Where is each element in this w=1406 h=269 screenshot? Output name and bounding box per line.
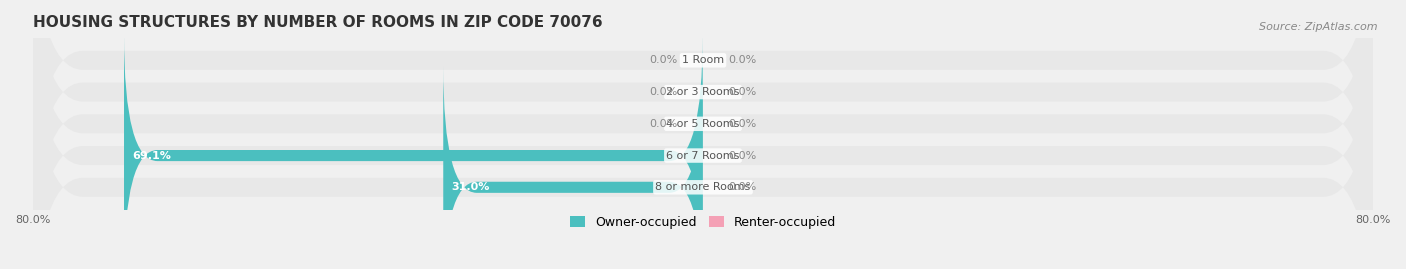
Text: HOUSING STRUCTURES BY NUMBER OF ROOMS IN ZIP CODE 70076: HOUSING STRUCTURES BY NUMBER OF ROOMS IN… — [32, 15, 602, 30]
Text: 0.0%: 0.0% — [650, 87, 678, 97]
Text: 0.0%: 0.0% — [728, 55, 756, 65]
Text: 0.0%: 0.0% — [650, 119, 678, 129]
Text: 0.0%: 0.0% — [728, 151, 756, 161]
Text: 0.0%: 0.0% — [728, 182, 756, 192]
Text: Source: ZipAtlas.com: Source: ZipAtlas.com — [1260, 22, 1378, 31]
Text: 0.0%: 0.0% — [650, 55, 678, 65]
FancyBboxPatch shape — [32, 0, 1374, 269]
Text: 2 or 3 Rooms: 2 or 3 Rooms — [666, 87, 740, 97]
Text: 31.0%: 31.0% — [451, 182, 491, 192]
FancyBboxPatch shape — [32, 0, 1374, 269]
Text: 0.0%: 0.0% — [728, 87, 756, 97]
Legend: Owner-occupied, Renter-occupied: Owner-occupied, Renter-occupied — [565, 211, 841, 234]
FancyBboxPatch shape — [32, 0, 1374, 241]
Text: 6 or 7 Rooms: 6 or 7 Rooms — [666, 151, 740, 161]
FancyBboxPatch shape — [124, 34, 703, 269]
Text: 8 or more Rooms: 8 or more Rooms — [655, 182, 751, 192]
FancyBboxPatch shape — [32, 6, 1374, 269]
Text: 4 or 5 Rooms: 4 or 5 Rooms — [666, 119, 740, 129]
Text: 69.1%: 69.1% — [132, 151, 172, 161]
FancyBboxPatch shape — [443, 66, 703, 269]
Text: 0.0%: 0.0% — [728, 119, 756, 129]
FancyBboxPatch shape — [32, 0, 1374, 269]
Text: 1 Room: 1 Room — [682, 55, 724, 65]
